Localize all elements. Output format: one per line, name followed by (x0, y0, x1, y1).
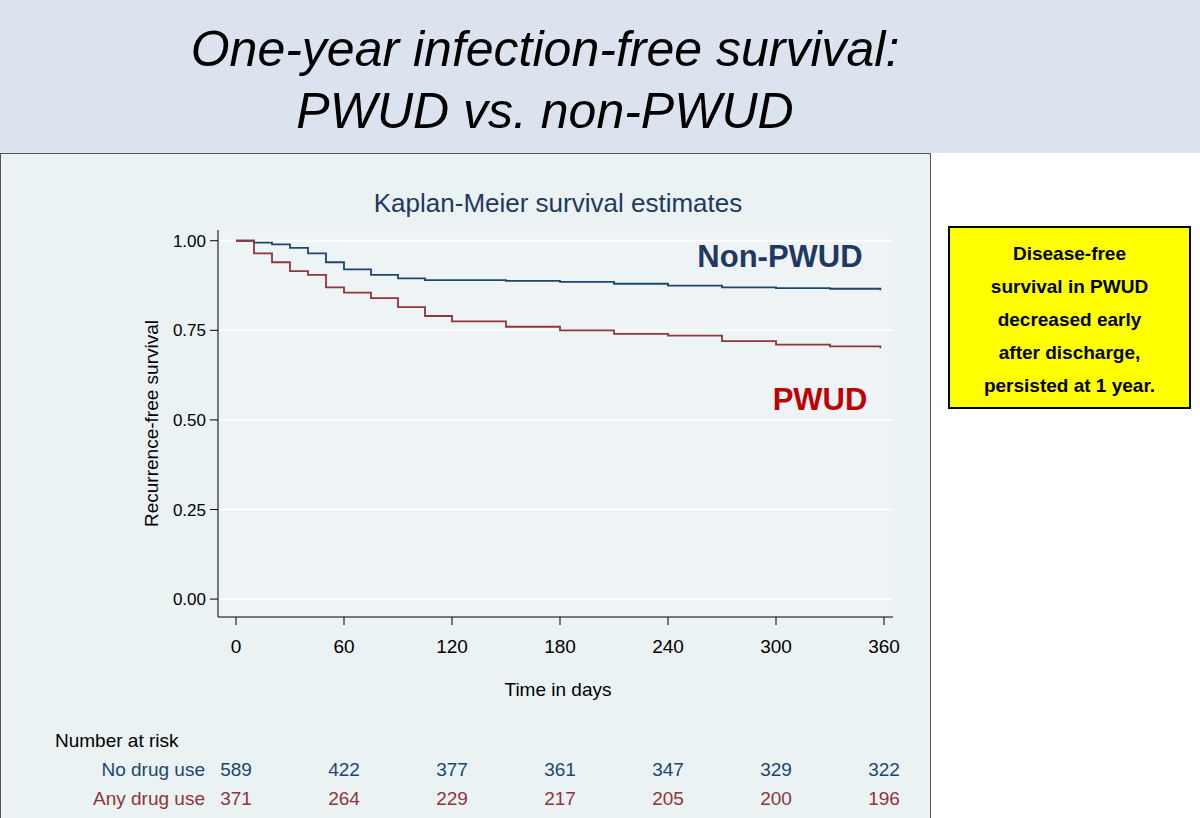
chart-title: Kaplan-Meier survival estimates (374, 188, 742, 218)
risk-value: 361 (544, 759, 576, 780)
x-axis (218, 617, 893, 618)
y-tick (210, 599, 218, 600)
risk-value: 217 (544, 788, 576, 809)
slide: One-year infection-free survival: PWUD vs… (0, 0, 1200, 818)
slide-title: One-year infection-free survival: (191, 21, 900, 77)
callout-text: decreased early (998, 309, 1142, 330)
x-tick-label: 300 (760, 636, 792, 657)
y-tick-label: 1.00 (173, 232, 206, 251)
x-tick-label: 180 (544, 636, 576, 657)
callout-text: persisted at 1 year. (984, 375, 1155, 396)
risk-value: 329 (760, 759, 792, 780)
x-tick (452, 617, 453, 625)
x-axis-title: Time in days (505, 679, 612, 700)
y-tick (210, 330, 218, 331)
plot-area (218, 230, 893, 617)
grid-line (218, 598, 893, 600)
y-tick (210, 240, 218, 241)
callout-text: survival in PWUD (991, 276, 1148, 297)
risk-value: 322 (868, 759, 900, 780)
callout-box (949, 227, 1190, 408)
risk-value: 264 (328, 788, 360, 809)
y-tick-label: 0.75 (173, 321, 206, 340)
grid-line (218, 330, 893, 332)
x-tick (884, 617, 885, 625)
y-tick-label: 0.25 (173, 501, 206, 520)
y-axis (218, 230, 219, 617)
x-tick (668, 617, 669, 625)
header-band (0, 0, 1200, 153)
series-label: PWUD (773, 382, 868, 417)
risk-row-label: No drug use (101, 759, 205, 780)
callout-text: after discharge, (999, 342, 1141, 363)
y-tick-label: 0.50 (173, 411, 206, 430)
risk-value: 347 (652, 759, 684, 780)
x-tick-label: 240 (652, 636, 684, 657)
risk-value: 205 (652, 788, 684, 809)
x-tick (776, 617, 777, 625)
risk-value: 589 (220, 759, 252, 780)
risk-row-label: Any drug use (93, 788, 205, 809)
risk-value: 229 (436, 788, 468, 809)
grid-line (218, 419, 893, 421)
risk-table-title: Number at risk (55, 730, 179, 751)
slide-title: PWUD vs. non-PWUD (296, 83, 793, 139)
chart-panel (1, 154, 931, 818)
x-tick (236, 617, 237, 625)
x-tick-label: 60 (333, 636, 354, 657)
y-tick-label: 0.00 (173, 590, 206, 609)
x-tick-label: 0 (231, 636, 242, 657)
x-tick (344, 617, 345, 625)
x-tick (560, 617, 561, 625)
callout-text: Disease-free (1013, 243, 1126, 264)
risk-value: 422 (328, 759, 360, 780)
grid-line (218, 509, 893, 511)
y-tick (210, 509, 218, 510)
risk-value: 200 (760, 788, 792, 809)
risk-value: 377 (436, 759, 468, 780)
risk-value: 371 (220, 788, 252, 809)
y-axis-title: Recurrence-free survival (141, 320, 162, 527)
y-tick (210, 419, 218, 420)
x-tick-label: 120 (436, 636, 468, 657)
risk-value: 196 (868, 788, 900, 809)
series-label: Non-PWUD (697, 239, 862, 274)
x-tick-label: 360 (868, 636, 900, 657)
